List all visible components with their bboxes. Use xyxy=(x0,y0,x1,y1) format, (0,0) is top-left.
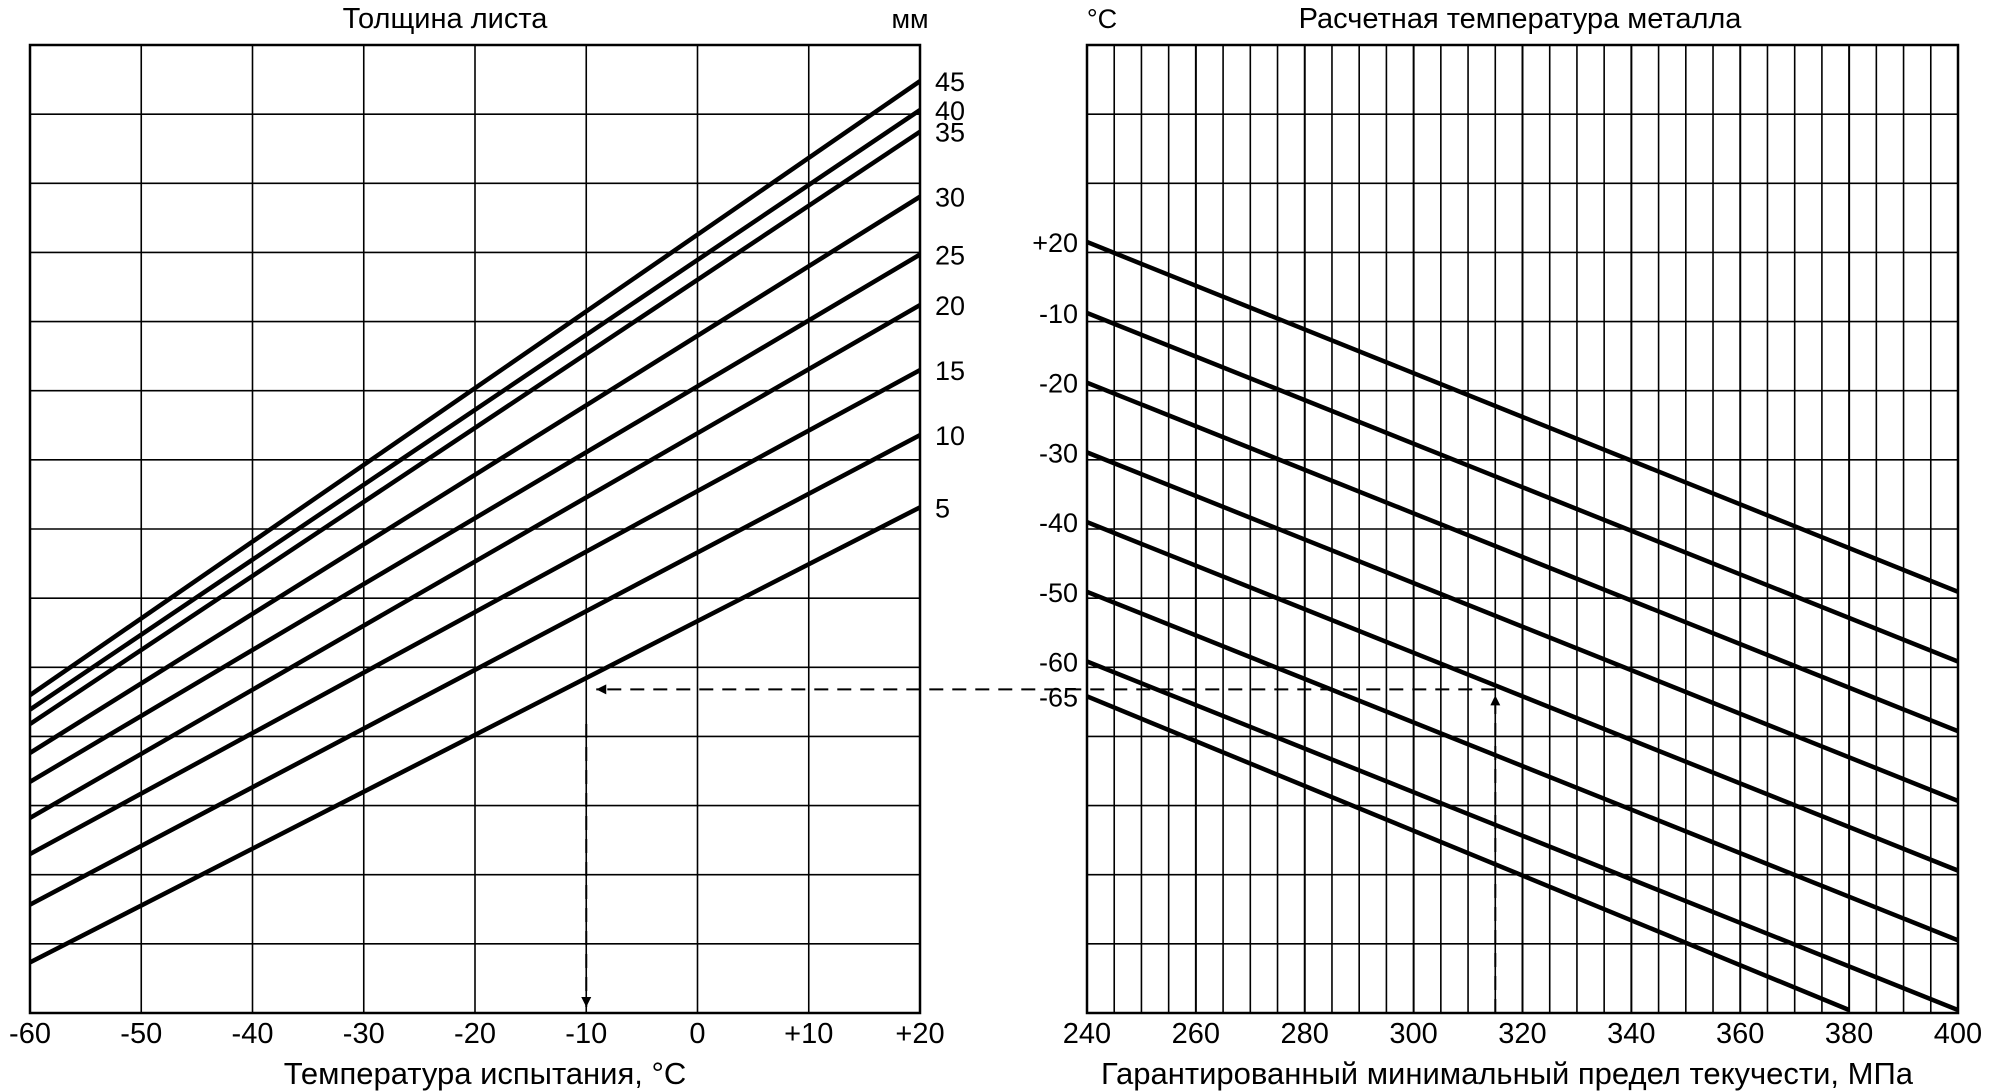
right-y-tick-label: -65 xyxy=(1039,682,1078,712)
left-chart-unit-label: мм xyxy=(891,4,928,34)
right-series-line-plus20 xyxy=(1087,239,1958,594)
right-y-tick-label: -30 xyxy=(1039,438,1078,468)
left-series-label: 20 xyxy=(935,291,965,321)
right-series-line--10 xyxy=(1087,310,1958,664)
right-x-tick-label: 380 xyxy=(1825,1018,1873,1050)
left-series-label: 35 xyxy=(935,118,965,148)
right-chart: +20 -10 -20 -30 -40 -50 -60 -65 240 260 280 300 320 3… xyxy=(1032,43,1982,1050)
left-series-label: 25 xyxy=(935,240,965,270)
right-chart-title: Расчетная температура металла xyxy=(1299,3,1743,35)
right-x-tick-label: 260 xyxy=(1172,1018,1220,1050)
left-series-label: 15 xyxy=(935,356,965,386)
left-x-tick-label: -40 xyxy=(232,1018,274,1050)
left-x-tick-label: -10 xyxy=(565,1018,607,1050)
right-x-tick-label: 340 xyxy=(1607,1018,1655,1050)
left-series-label: 10 xyxy=(935,421,965,451)
right-y-tick-label: -60 xyxy=(1039,648,1078,678)
right-x-tick-label: 300 xyxy=(1389,1018,1437,1050)
left-series-line-15 xyxy=(30,368,920,857)
left-series-line-45 xyxy=(30,79,920,698)
right-chart-xlabel: Гарантированный минимальный предел текуч… xyxy=(1101,1056,1914,1091)
left-x-tick-label: -50 xyxy=(120,1018,162,1050)
left-series-line-35 xyxy=(30,129,920,726)
left-series-label: 40 xyxy=(935,96,965,126)
right-series-line--30 xyxy=(1087,450,1958,803)
left-chart-xlabel: Температура испытания, °C xyxy=(284,1056,687,1091)
left-x-tick-label: +10 xyxy=(784,1018,833,1050)
left-series-label: 5 xyxy=(935,493,950,523)
left-x-tick-label: -30 xyxy=(343,1018,385,1050)
right-y-tick-label: -10 xyxy=(1039,299,1078,329)
right-y-tick-label: +20 xyxy=(1032,228,1078,258)
left-x-tick-label: +20 xyxy=(895,1018,944,1050)
left-x-tick-label: -20 xyxy=(454,1018,496,1050)
right-y-tick-label: -50 xyxy=(1039,578,1078,608)
left-series-line-20 xyxy=(30,303,920,820)
right-x-tick-label: 360 xyxy=(1716,1018,1764,1050)
right-series-line--60 xyxy=(1087,659,1958,1013)
right-x-tick-label: 400 xyxy=(1934,1018,1982,1050)
left-series-line-40 xyxy=(30,108,920,712)
left-series-line-25 xyxy=(30,252,920,784)
left-x-tick-label: -60 xyxy=(9,1018,51,1050)
right-y-tick-label: -20 xyxy=(1039,369,1078,399)
left-series-line-10 xyxy=(30,433,920,907)
right-x-tick-label: 320 xyxy=(1498,1018,1546,1050)
left-series-line-30 xyxy=(30,194,920,755)
right-x-tick-label: 240 xyxy=(1063,1018,1111,1050)
left-series-label: 45 xyxy=(935,67,965,97)
right-series-line--50 xyxy=(1087,589,1958,943)
right-series-line--40 xyxy=(1087,520,1958,873)
left-series-label: 30 xyxy=(935,183,965,213)
left-series-line-5 xyxy=(30,505,920,965)
left-x-tick-label: 0 xyxy=(689,1018,705,1050)
right-series-line--65 xyxy=(1087,694,1850,1013)
right-chart-unit-label: °C xyxy=(1087,4,1117,34)
right-x-tick-label: 280 xyxy=(1281,1018,1329,1050)
right-series-line--20 xyxy=(1087,380,1958,734)
left-chart-title: Толщина листа xyxy=(343,3,549,35)
right-y-tick-label: -40 xyxy=(1039,508,1078,538)
